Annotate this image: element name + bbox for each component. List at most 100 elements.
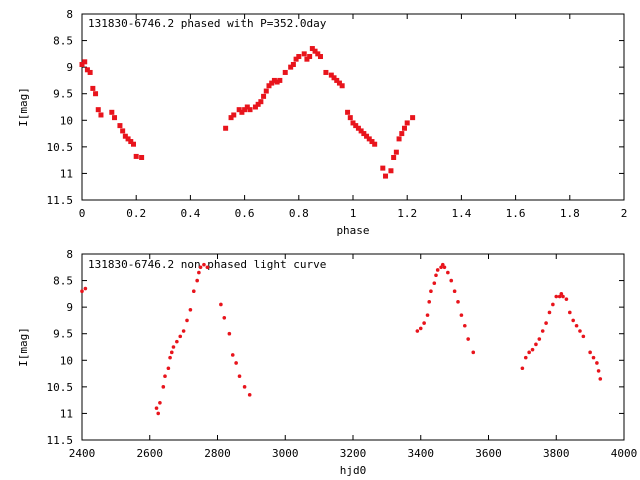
x-tick-label: 1.4 [451, 207, 471, 220]
data-point [347, 115, 353, 121]
data-point [237, 374, 242, 379]
data-point [336, 80, 342, 86]
x-tick-label: 2600 [137, 447, 164, 460]
x-tick-label: 3000 [272, 447, 299, 460]
data-point [418, 326, 423, 331]
data-point [239, 109, 245, 115]
y-tick-label: 8 [66, 248, 73, 261]
phased-xlabel: phase [336, 224, 369, 237]
x-tick-label: 4000 [611, 447, 638, 460]
data-point [547, 310, 552, 315]
data-point [415, 329, 420, 333]
data-point [568, 310, 572, 315]
data-point [561, 294, 565, 299]
data-point [328, 72, 334, 78]
data-point [527, 350, 531, 355]
data-point [244, 104, 250, 110]
non-phased-title: 131830-6746.2 non phased light curve [88, 258, 326, 271]
data-point [156, 411, 161, 416]
data-point [537, 337, 542, 341]
data-point [598, 377, 603, 381]
data-point [596, 369, 601, 373]
data-point [222, 315, 227, 320]
data-point [581, 334, 586, 339]
data-point [125, 136, 131, 142]
data-point [544, 321, 548, 325]
data-point [84, 67, 90, 73]
data-point [380, 165, 386, 171]
data-point [559, 292, 564, 296]
data-point [304, 56, 310, 62]
data-point [355, 125, 361, 131]
data-point [166, 366, 171, 371]
data-point [277, 77, 283, 83]
data-point [188, 308, 193, 312]
data-point [410, 115, 416, 121]
data-point [252, 104, 258, 110]
y-tick-label: 11 [60, 167, 73, 180]
x-tick-label: 2800 [204, 447, 231, 460]
data-point [591, 355, 596, 360]
data-point [459, 313, 464, 317]
data-point [122, 133, 128, 139]
data-point [471, 350, 476, 355]
x-tick-label: 3400 [408, 447, 435, 460]
data-point [154, 406, 159, 410]
x-tick-label: 1.2 [397, 207, 417, 220]
data-point [79, 61, 85, 67]
data-point [175, 339, 179, 344]
y-tick-label: 8 [66, 8, 73, 21]
data-point [520, 366, 525, 371]
x-tick-label: 2400 [69, 447, 96, 460]
data-point [112, 115, 118, 121]
data-point [440, 262, 445, 267]
data-point [161, 385, 166, 389]
x-tick-label: 0.4 [180, 207, 200, 220]
data-point [198, 265, 203, 270]
data-point [404, 120, 410, 126]
data-point [83, 286, 88, 291]
y-tick-label: 10.5 [47, 381, 74, 394]
data-point [588, 350, 592, 355]
data-point [439, 265, 443, 270]
data-point [530, 347, 535, 352]
data-point [331, 75, 337, 81]
data-point [191, 289, 196, 294]
data-point [263, 88, 269, 94]
non-phased-panel: 131830-6746.2 non phased light curve hjd… [17, 248, 637, 477]
y-tick-label: 9.5 [53, 88, 73, 101]
data-point [133, 153, 139, 159]
data-point [435, 268, 440, 272]
y-tick-label: 8.5 [53, 35, 73, 48]
data-point [534, 342, 538, 347]
data-point [339, 83, 345, 89]
data-point [247, 393, 252, 397]
x-tick-label: 3600 [475, 447, 502, 460]
data-point [462, 323, 467, 328]
data-point [551, 302, 555, 307]
data-point [93, 91, 99, 97]
data-point [87, 69, 93, 75]
data-point [197, 270, 201, 275]
data-point [595, 361, 599, 365]
data-point [168, 355, 172, 360]
y-tick-label: 11.5 [47, 434, 74, 447]
data-point [446, 270, 450, 275]
data-point [185, 318, 189, 323]
phased-ylabel: I[mag] [17, 87, 30, 127]
data-point [223, 125, 229, 131]
data-point [234, 361, 238, 365]
data-point [396, 136, 402, 142]
non-phased-plot-frame [81, 253, 625, 441]
data-point [452, 289, 457, 294]
data-point [258, 99, 264, 105]
data-point [523, 355, 528, 360]
data-point [195, 278, 199, 283]
data-point [296, 54, 302, 60]
data-point [466, 337, 470, 341]
y-tick-label: 10 [60, 114, 73, 127]
y-tick-label: 10.5 [47, 141, 74, 154]
phased-plot-frame [81, 13, 625, 201]
data-point [578, 329, 582, 333]
data-point [369, 139, 375, 145]
